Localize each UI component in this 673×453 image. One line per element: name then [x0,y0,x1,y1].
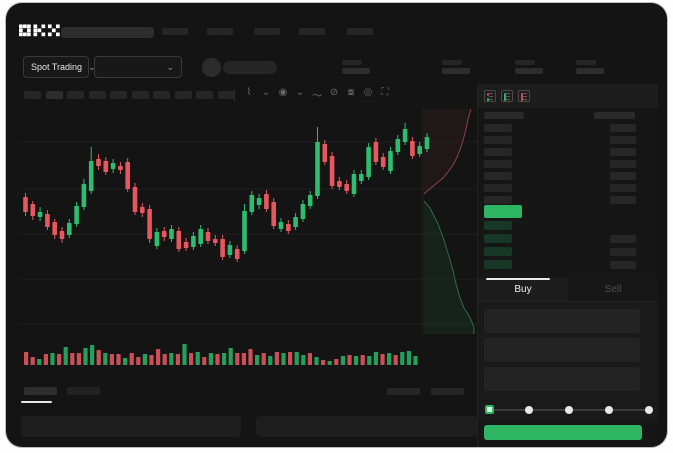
slider-step-dot[interactable] [525,406,533,414]
app-window: Spot Trading ⌄ ⌄ ⌇ ⌄ ◉ ⌄ 〜 ⊘ ⧇ ◎ ⛶ Buy Sell [6,3,667,447]
ask-price-row[interactable] [484,136,512,144]
chevron-down-icon: ⌄ [88,61,96,72]
pair-selector[interactable]: ⌄ [94,56,182,78]
chevron-down-icon: ⌄ [166,61,174,72]
bid-amount-row[interactable] [610,248,636,256]
orders-table-skeleton [21,416,241,437]
timeframe-slot[interactable] [196,91,213,99]
price-input[interactable] [484,309,640,333]
total-input[interactable] [484,367,640,391]
bid-amount-row[interactable] [610,235,636,243]
toolbar-divider [234,89,235,101]
ticker-stat-skeleton [442,60,462,65]
ask-amount-row[interactable] [610,136,636,144]
ask-amount-row[interactable] [610,124,636,132]
slider-step-dot[interactable] [565,406,573,414]
ask-amount-row[interactable] [610,196,636,204]
ask-price-row[interactable] [484,172,512,180]
orderbook-split-view-icon[interactable] [484,90,496,102]
ask-amount-row[interactable] [610,160,636,168]
line-tool-icon[interactable]: 〜 [312,91,322,102]
slider-step-dot[interactable] [645,406,653,414]
trade-tabs: Buy Sell [478,278,658,302]
pair-name-skeleton [223,61,277,74]
candle-style-icon[interactable]: ⌇ [246,87,252,98]
okx-logo[interactable] [19,24,60,42]
nav-item-skeleton[interactable] [254,28,280,35]
ask-amount-row[interactable] [610,184,636,192]
search-bar-skeleton[interactable] [61,27,154,38]
chevron-down-icon[interactable]: ⌄ [295,87,305,98]
camera-icon[interactable]: ⧇ [347,87,355,98]
timeframe-slot[interactable] [45,91,63,99]
orderbook-price-header-skeleton [484,112,524,119]
bid-price-row[interactable] [484,247,512,256]
timeframe-slot[interactable] [153,91,170,99]
bid-price-row[interactable] [484,234,512,243]
slider-handle[interactable] [485,405,494,414]
nav-item-skeleton[interactable] [162,28,188,35]
settings-icon[interactable]: ◎ [363,87,373,98]
nav-item-skeleton[interactable] [347,28,373,35]
ticker-stat-skeleton [515,68,543,74]
eraser-icon[interactable]: ⊘ [329,87,339,98]
orderbook-amount-header-skeleton [594,112,635,119]
timeframe-slot[interactable] [110,91,127,99]
timeframe-slot[interactable] [174,91,192,99]
timeframe-slot[interactable] [24,91,41,99]
amount-input[interactable] [484,338,640,362]
orderbook-asks-view-icon[interactable] [518,90,530,102]
history-table-skeleton [256,416,477,437]
bottom-action-skeleton[interactable] [387,388,420,395]
chart-canvas[interactable] [19,107,477,369]
fullscreen-icon[interactable]: ⛶ [381,87,389,98]
orderbook-header [478,84,658,108]
market-type-label: Spot Trading [31,62,83,72]
ask-price-row[interactable] [484,124,512,132]
ask-price-row[interactable] [484,148,512,156]
ticker-stat-skeleton [515,60,535,65]
orderbook-bids-view-icon[interactable] [501,90,513,102]
ticker-stat-skeleton [342,68,370,74]
ask-price-row[interactable] [484,184,512,192]
orderbook-panel: Buy Sell [477,84,658,447]
ticker-stat-skeleton [576,60,596,65]
active-tab-underline [21,401,52,403]
okx-logo-icon [19,24,60,37]
ask-amount-row[interactable] [610,148,636,156]
bid-price-row[interactable] [484,260,512,269]
bottom-tab-active-skeleton[interactable] [24,387,57,395]
tab-sell[interactable]: Sell [568,278,658,301]
last-price-badge[interactable] [484,205,522,218]
submit-buy-button[interactable] [484,425,642,440]
ask-price-row[interactable] [484,160,512,168]
ask-amount-row[interactable] [610,172,636,180]
nav-item-skeleton[interactable] [299,28,325,35]
nav-item-skeleton[interactable] [207,28,233,35]
bottom-action-skeleton[interactable] [431,388,464,395]
chevron-down-icon[interactable]: ⌄ [261,87,271,98]
market-type-selector[interactable]: Spot Trading ⌄ [23,56,96,78]
bid-amount-row[interactable] [610,261,636,269]
price-chart[interactable] [19,107,477,369]
amount-percent-slider[interactable] [478,402,658,418]
ask-price-row[interactable] [484,196,512,204]
bottom-tab-skeleton[interactable] [67,387,100,395]
timeframe-slot[interactable] [67,91,84,99]
bid-price-row[interactable] [484,221,512,230]
slider-step-dot[interactable] [605,406,613,414]
ticker-stat-skeleton [576,68,604,74]
ticker-stat-skeleton [442,68,470,74]
tab-buy[interactable]: Buy [478,278,568,301]
timeframe-slot[interactable] [131,91,149,99]
timeframe-slot[interactable] [217,91,235,99]
timeframe-slot[interactable] [88,91,106,99]
coin-avatar[interactable] [202,58,221,77]
order-form [478,302,658,422]
ticker-stat-skeleton [342,60,362,65]
indicator-icon[interactable]: ◉ [278,87,288,98]
